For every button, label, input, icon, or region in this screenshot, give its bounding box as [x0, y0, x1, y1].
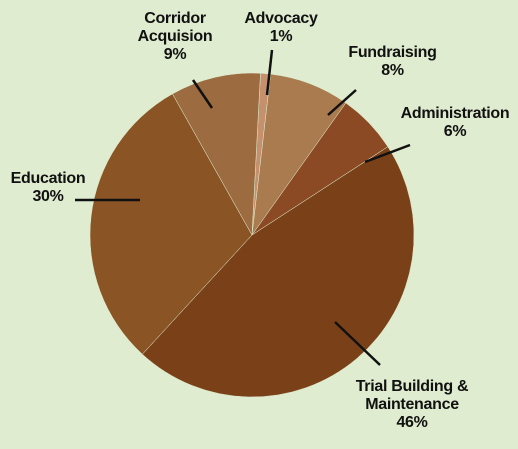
value-label: 6%: [443, 123, 467, 140]
leader-line: [364, 143, 411, 164]
value-label: 9%: [163, 46, 187, 63]
value-label: 1%: [269, 28, 293, 45]
leader-line: [327, 89, 357, 116]
leader-line: [265, 49, 274, 96]
slice-label: Corridor Acquision 9%: [125, 10, 225, 64]
category-label: Fundraising: [348, 44, 437, 61]
category-label: Education: [10, 170, 86, 187]
category-label: Administration: [400, 105, 510, 122]
slice-label: Trial Building & Maintenance 46%: [342, 378, 482, 432]
slice-label: Advocacy 1%: [236, 10, 326, 46]
slice-label: Administration 6%: [390, 105, 518, 141]
pie-slice: [141, 146, 415, 398]
value-label: 46%: [396, 414, 428, 431]
slice-label: Fundraising 8%: [335, 44, 450, 80]
pie-slice: [89, 93, 253, 355]
category-label: Advocacy: [244, 10, 318, 27]
leader-line: [334, 321, 381, 366]
category-label: Corridor Acquision: [137, 10, 213, 45]
slice-label: Education 30%: [0, 170, 96, 206]
pie-slice: [172, 72, 261, 236]
value-label: 8%: [381, 62, 404, 79]
leader-line: [191, 79, 214, 109]
category-label: Trial Building & Maintenance: [355, 378, 469, 413]
value-label: 30%: [32, 188, 64, 205]
slices: [89, 72, 415, 398]
